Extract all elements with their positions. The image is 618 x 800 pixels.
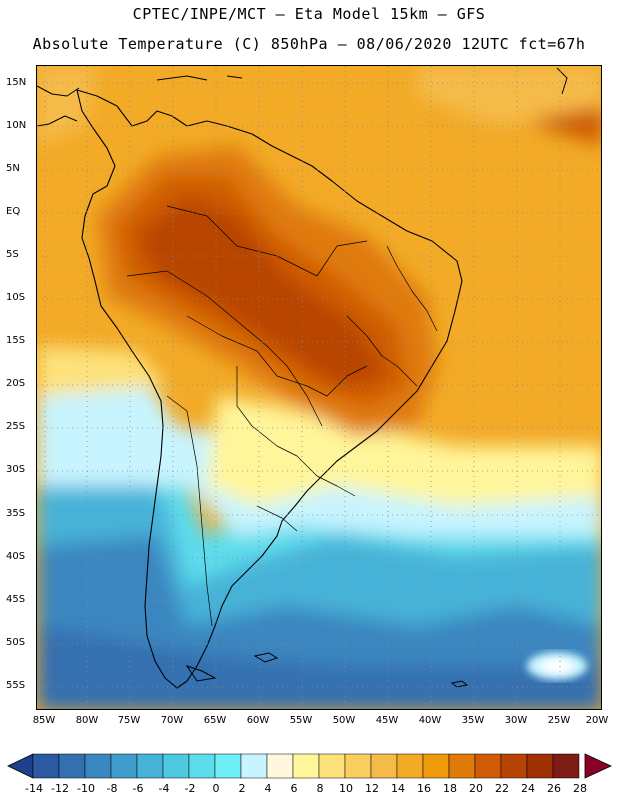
colorbar — [7, 753, 612, 779]
lon-label-80w: 80W — [75, 715, 99, 726]
colorbar-label: -8 — [106, 782, 118, 795]
lat-label-20s: 20S — [6, 378, 26, 389]
colorbar-label: -12 — [51, 782, 69, 795]
colorbar-label: -4 — [158, 782, 170, 795]
lat-label-15s: 15S — [6, 335, 26, 346]
colorbar-min-arrow — [7, 753, 34, 779]
colorbar-cell — [344, 753, 372, 779]
colorbar-cell — [448, 753, 476, 779]
lon-label-30w: 30W — [504, 715, 528, 726]
colorbar-label: 26 — [547, 782, 561, 795]
chart-title-line2: Absolute Temperature (C) 850hPa – 08/06/… — [32, 35, 586, 53]
temperature-field — [37, 66, 601, 709]
colorbar-cell — [422, 753, 450, 779]
lon-label-85w: 85W — [32, 715, 56, 726]
central-america-outline — [37, 85, 80, 127]
lon-label-40w: 40W — [418, 715, 442, 726]
colorbar-cell — [266, 753, 294, 779]
colorbar-cell — [188, 753, 216, 779]
falklands-outline — [185, 652, 469, 688]
colorbar-label: 16 — [417, 782, 431, 795]
colorbar-label: 8 — [316, 782, 324, 795]
temperature-map — [36, 65, 602, 710]
colorbar-cell — [474, 753, 502, 779]
lat-label-45s: 45S — [6, 594, 26, 605]
lat-label-50s: 50S — [6, 637, 26, 648]
lon-label-35w: 35W — [461, 715, 485, 726]
colorbar-label: -14 — [25, 782, 43, 795]
colorbar-label: 28 — [573, 782, 587, 795]
lat-label-15n: 15N — [6, 77, 27, 88]
lat-label-30s: 30S — [6, 464, 26, 475]
lat-label-35s: 35S — [6, 508, 26, 519]
lon-label-45w: 45W — [375, 715, 399, 726]
lat-label-5n: 5N — [6, 163, 20, 174]
continent-outline — [76, 89, 463, 689]
colorbar-cell — [58, 753, 86, 779]
colorbar-cell — [32, 753, 60, 779]
lat-label-5s: 5S — [6, 249, 19, 260]
colorbar-label: 24 — [521, 782, 535, 795]
colorbar-cell — [292, 753, 320, 779]
colorbar-cell — [162, 753, 190, 779]
colorbar-label: 2 — [238, 782, 246, 795]
lon-label-75w: 75W — [117, 715, 141, 726]
lat-label-40s: 40S — [6, 551, 26, 562]
colorbar-max-arrow — [584, 753, 612, 779]
lon-label-25w: 25W — [547, 715, 571, 726]
colorbar-cell — [500, 753, 528, 779]
colorbar-cell — [110, 753, 138, 779]
lon-label-70w: 70W — [160, 715, 184, 726]
colorbar-label: 20 — [469, 782, 483, 795]
colorbar-label: -6 — [132, 782, 144, 795]
colorbar-cell — [240, 753, 268, 779]
colorbar-cell — [318, 753, 346, 779]
colorbar-label: 14 — [391, 782, 405, 795]
lat-label-10n: 10N — [6, 120, 27, 131]
colorbar-label: -10 — [77, 782, 95, 795]
lat-label-25s: 25S — [6, 421, 26, 432]
colorbar-cell — [526, 753, 554, 779]
colorbar-cell — [396, 753, 424, 779]
lat-label-10s: 10S — [6, 292, 26, 303]
colorbar-label: 4 — [264, 782, 272, 795]
lon-label-55w: 55W — [289, 715, 313, 726]
colorbar-cell — [84, 753, 112, 779]
lon-label-60w: 60W — [246, 715, 270, 726]
chart-title-line1: CPTEC/INPE/MCT – Eta Model 15km – GFS — [132, 5, 486, 23]
lon-label-20w: 20W — [585, 715, 609, 726]
colorbar-label: 22 — [495, 782, 509, 795]
colorbar-label: 0 — [212, 782, 220, 795]
colorbar-cell — [214, 753, 242, 779]
colorbar-cell — [552, 753, 580, 779]
colorbar-label: 12 — [365, 782, 379, 795]
colorbar-label: -2 — [184, 782, 196, 795]
colorbar-cell — [370, 753, 398, 779]
colorbar-label: 6 — [290, 782, 298, 795]
colorbar-label: 10 — [339, 782, 353, 795]
lat-label-55s: 55S — [6, 680, 26, 691]
lon-label-65w: 65W — [203, 715, 227, 726]
lon-label-50w: 50W — [332, 715, 356, 726]
colorbar-cell — [136, 753, 164, 779]
colorbar-label: 18 — [443, 782, 457, 795]
lat-label-eq: EQ — [6, 206, 21, 217]
